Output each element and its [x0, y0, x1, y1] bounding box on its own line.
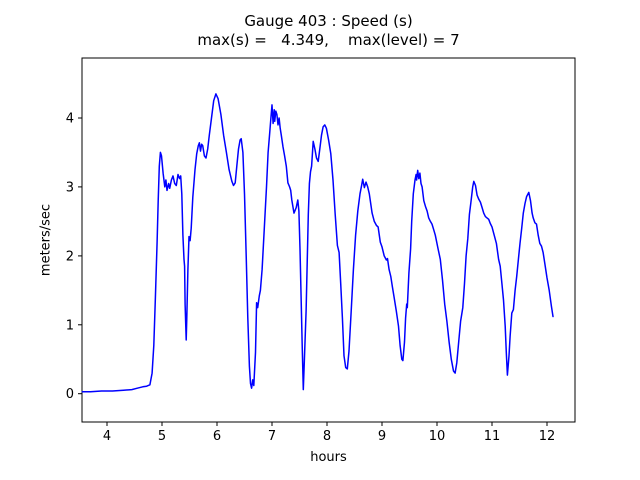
y-tick-label: 3	[66, 180, 74, 195]
chart-title: Gauge 403 : Speed (s)	[244, 12, 413, 30]
y-tick-label: 2	[66, 249, 74, 264]
x-tick-label: 9	[378, 429, 386, 444]
y-tick-label: 1	[66, 318, 74, 333]
x-tick-label: 11	[484, 429, 501, 444]
plot-area-border	[81, 57, 576, 423]
x-axis-ticks: 4 5 6 7 8 9 10 11 12	[103, 422, 555, 444]
chart-subtitle-max-values: max(s) = 4.349, max(level) = 7	[197, 31, 460, 49]
speed-line-series	[81, 93, 554, 393]
x-tick-label: 6	[213, 429, 221, 444]
x-tick-label: 8	[323, 429, 331, 444]
x-tick-label: 10	[429, 429, 446, 444]
y-tick-label: 4	[66, 112, 74, 127]
y-axis-label: meters/sec	[38, 203, 54, 277]
x-tick-label: 5	[158, 429, 166, 444]
x-tick-label: 7	[268, 429, 276, 444]
x-axis-label: hours	[310, 450, 347, 465]
y-axis-ticks: 0 1 2 3 4	[66, 112, 82, 402]
y-tick-label: 0	[66, 387, 74, 402]
x-tick-label: 4	[103, 429, 111, 444]
x-tick-label: 12	[539, 429, 556, 444]
